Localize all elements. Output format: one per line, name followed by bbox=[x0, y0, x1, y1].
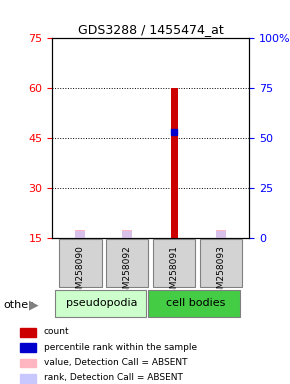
Bar bbox=[122, 231, 132, 238]
FancyBboxPatch shape bbox=[153, 239, 195, 287]
FancyBboxPatch shape bbox=[59, 239, 102, 287]
FancyBboxPatch shape bbox=[200, 239, 242, 287]
Bar bbox=[20, 359, 36, 367]
Text: cell bodies: cell bodies bbox=[166, 298, 225, 308]
Bar bbox=[75, 230, 85, 238]
Text: percentile rank within the sample: percentile rank within the sample bbox=[44, 343, 197, 352]
Text: ▶: ▶ bbox=[29, 299, 39, 312]
Bar bbox=[216, 230, 226, 238]
Title: GDS3288 / 1455474_at: GDS3288 / 1455474_at bbox=[78, 23, 224, 36]
Text: value, Detection Call = ABSENT: value, Detection Call = ABSENT bbox=[44, 358, 187, 367]
Text: GSM258093: GSM258093 bbox=[217, 246, 226, 300]
Text: pseudopodia: pseudopodia bbox=[66, 298, 137, 308]
Bar bbox=[122, 230, 132, 238]
Text: GSM258090: GSM258090 bbox=[76, 246, 85, 300]
Text: rank, Detection Call = ABSENT: rank, Detection Call = ABSENT bbox=[44, 373, 183, 382]
Text: count: count bbox=[44, 327, 70, 336]
Text: other: other bbox=[3, 300, 33, 310]
Bar bbox=[216, 231, 226, 238]
Text: GSM258091: GSM258091 bbox=[170, 246, 179, 300]
FancyBboxPatch shape bbox=[55, 290, 146, 317]
Text: GSM258092: GSM258092 bbox=[123, 246, 132, 300]
FancyBboxPatch shape bbox=[106, 239, 148, 287]
Bar bbox=[20, 343, 36, 352]
Bar bbox=[171, 88, 177, 238]
Bar bbox=[20, 374, 36, 383]
FancyBboxPatch shape bbox=[148, 290, 240, 317]
Bar bbox=[75, 231, 85, 238]
Bar bbox=[20, 328, 36, 337]
